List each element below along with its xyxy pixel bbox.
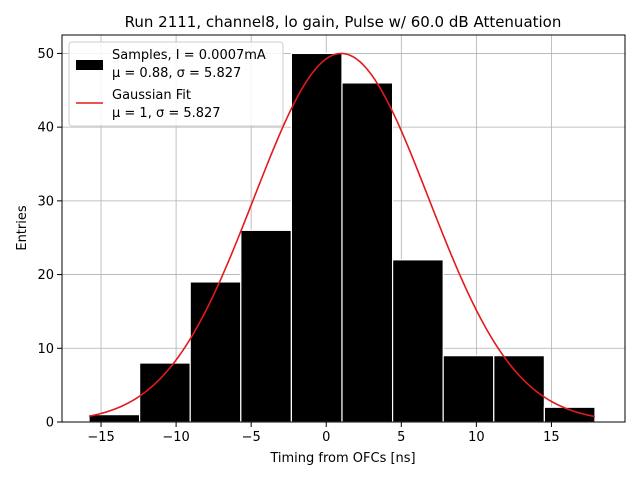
x-axis-title: Timing from OFCs [ns]: [269, 451, 415, 466]
x-tick-label: −5: [242, 430, 261, 445]
y-tick-label: 10: [37, 342, 54, 357]
y-tick-label: 20: [37, 268, 54, 283]
legend-samples-swatch: [76, 60, 103, 70]
x-tick-label: 15: [543, 430, 560, 445]
x-tick-label: 5: [397, 430, 405, 445]
y-tick-label: 40: [37, 121, 54, 136]
legend: Samples, I = 0.0007mA μ = 0.88, σ = 5.82…: [68, 41, 284, 127]
y-tick-label: 30: [37, 194, 54, 209]
legend-fit-stats: μ = 1, σ = 5.827: [112, 106, 221, 121]
y-tick-label: 50: [37, 47, 54, 62]
legend-samples-stats: μ = 0.88, σ = 5.827: [112, 66, 241, 81]
legend-box: [68, 41, 284, 127]
histogram-bar-5: [290, 52, 343, 423]
legend-fit-label: Gaussian Fit: [112, 88, 191, 103]
x-axis: −15 −10 −5 0 5 10 15: [87, 422, 560, 445]
x-tick-label: −15: [87, 430, 114, 445]
histogram-bar-1: [88, 414, 141, 423]
histogram-bar-9: [493, 355, 545, 423]
x-tick-label: 0: [322, 430, 330, 445]
histogram-bar-4: [240, 229, 293, 423]
y-tick-label: 0: [46, 416, 54, 431]
histogram-bar-6: [341, 82, 394, 423]
histogram-bars: [88, 52, 596, 423]
chart-title: Run 2111, channel8, lo gain, Pulse w/ 60…: [125, 13, 562, 31]
y-axis-title: Entries: [15, 205, 30, 251]
plot-frame: [61, 34, 626, 423]
legend-samples-label: Samples, I = 0.0007mA: [112, 48, 266, 63]
x-tick-label: 10: [468, 430, 485, 445]
y-axis: 0 10 20 30 40 50: [37, 47, 62, 431]
gaussian-fit-curve: [88, 52, 596, 418]
histogram-bar-2: [139, 362, 191, 423]
histogram-bar-3: [189, 281, 242, 423]
histogram-bar-8: [442, 355, 495, 423]
histogram-bar-7: [391, 259, 444, 423]
x-tick-label: −10: [162, 430, 189, 445]
